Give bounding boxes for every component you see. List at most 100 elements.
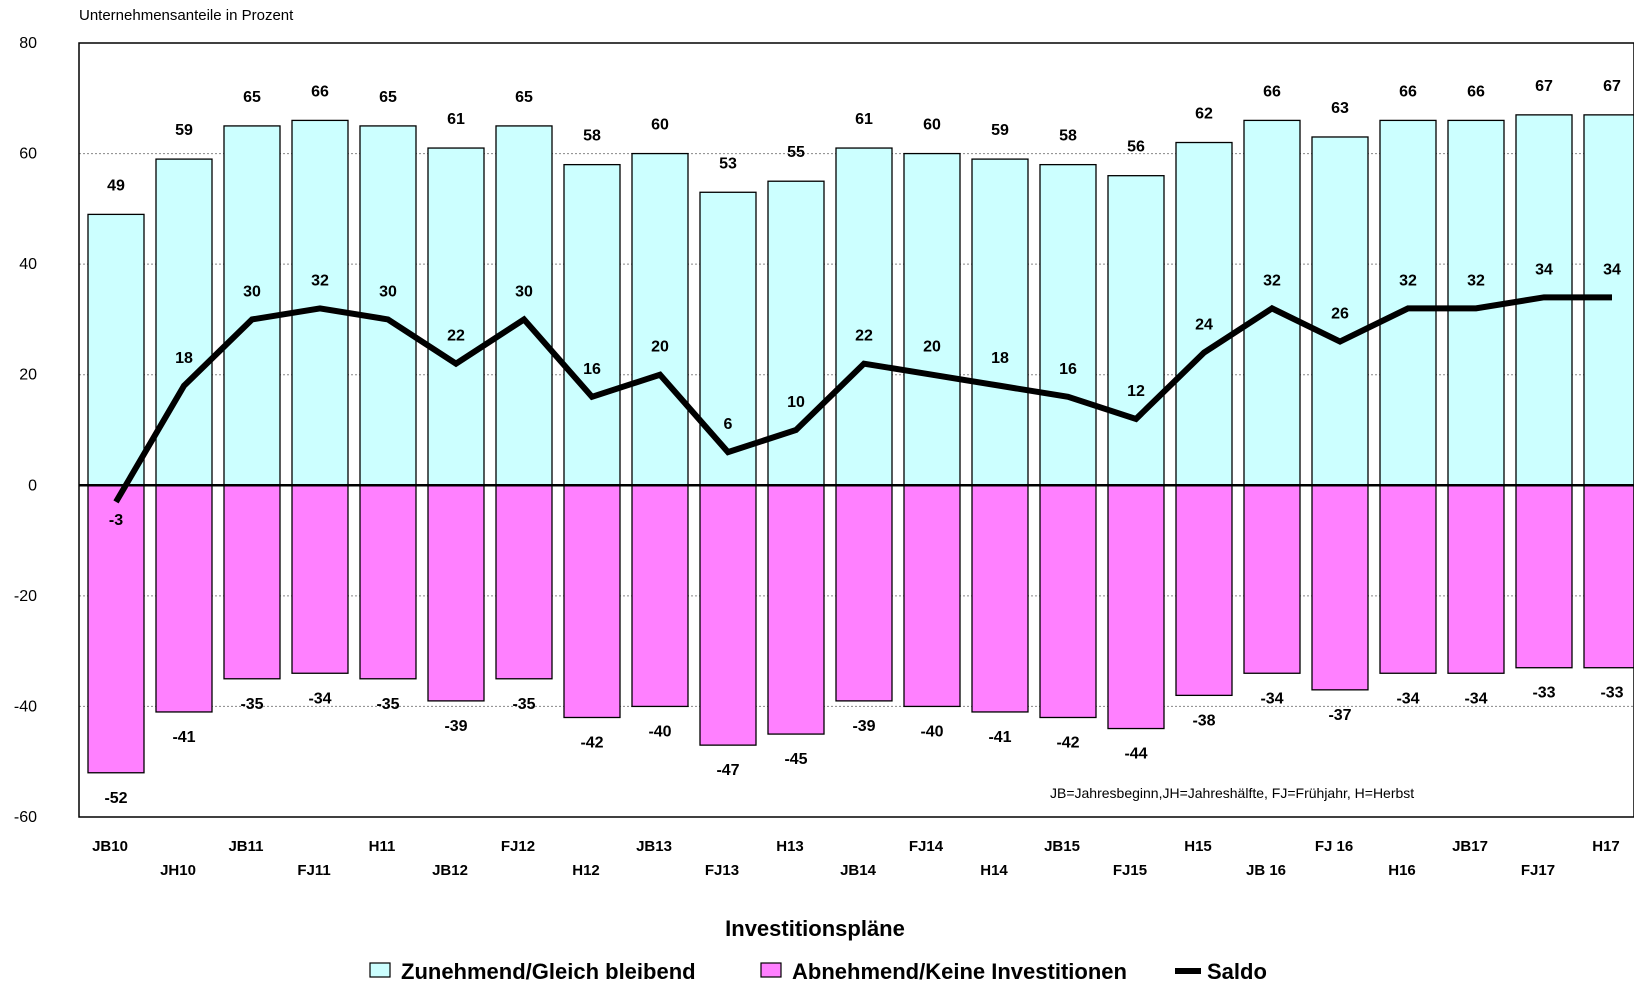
bar-negative (359, 484, 417, 680)
legend-swatch-zunehmend (369, 962, 391, 978)
x-tick-label: H17 (1592, 838, 1620, 855)
x-tick-label: FJ 16 (1315, 838, 1353, 855)
x-tick-label: JB15 (1044, 838, 1080, 855)
data-label-saldo: 22 (447, 328, 465, 345)
data-label-positive: 65 (379, 89, 397, 106)
data-label-negative: -39 (852, 718, 875, 735)
bar-positive (631, 152, 689, 486)
data-label-negative: -39 (444, 718, 467, 735)
x-axis-ticks: JB10 JH10 JB11 FJ11 H11 JB12 FJ12 H12 JB13 FJ13 H1… (92, 838, 1620, 879)
data-label-saldo: 34 (1535, 261, 1553, 278)
data-label-positive: 60 (923, 117, 941, 134)
data-label-positive: 59 (991, 122, 1009, 139)
data-label-saldo: 32 (1467, 272, 1485, 289)
data-label-positive: 56 (1127, 139, 1145, 156)
bar-positive (835, 147, 893, 486)
legend-swatch-saldo (1175, 968, 1201, 974)
bar-negative (223, 484, 281, 680)
data-label-negative: -34 (1260, 690, 1283, 707)
data-label-saldo: 32 (311, 272, 329, 289)
data-label-saldo: 32 (1263, 272, 1281, 289)
plot-frame (78, 42, 1634, 818)
y-tick-label: 40 (19, 256, 37, 273)
x-tick-label: FJ11 (297, 862, 330, 879)
data-label-negative: -47 (716, 762, 739, 779)
data-label-positive: 58 (583, 128, 601, 145)
data-label-positive: 67 (1535, 78, 1553, 95)
bar-negative (631, 484, 689, 708)
x-tick-label: H12 (572, 862, 600, 879)
bar-negative (1447, 484, 1505, 674)
data-label-negative: -41 (988, 729, 1011, 746)
y-tick-label: 0 (28, 477, 37, 494)
data-label-saldo: 30 (243, 283, 261, 300)
data-label-saldo: 30 (515, 283, 533, 300)
bar-positive (971, 158, 1029, 486)
data-label-negative: -34 (1464, 690, 1487, 707)
abbreviation-note: JB=Jahresbeginn,JH=Jahreshälfte, FJ=Früh… (1050, 785, 1414, 801)
bar-positive (155, 158, 213, 486)
data-label-saldo: 16 (1059, 361, 1077, 378)
data-label-positive: 62 (1195, 106, 1213, 123)
data-label-negative: -35 (240, 696, 263, 713)
bar-negative (1379, 484, 1437, 674)
x-tick-label: JB 16 (1246, 862, 1286, 879)
bar-positive (495, 125, 553, 486)
data-label-positive: 65 (515, 89, 533, 106)
bar-negative (1175, 484, 1233, 697)
y-tick-label: -40 (14, 698, 37, 715)
x-tick-label: FJ15 (1113, 862, 1147, 879)
data-label-positive: 61 (855, 111, 873, 128)
data-label-negative: -37 (1328, 707, 1351, 724)
bar-negative (1515, 484, 1573, 669)
data-label-positive: 67 (1603, 78, 1621, 95)
bar-negative (427, 484, 485, 702)
x-tick-label: H14 (980, 862, 1008, 879)
legend: Zunehmend/Gleich bleibend Abnehmend/Kein… (369, 959, 1267, 984)
bar-negative (495, 484, 553, 680)
data-label-saldo: -3 (109, 512, 123, 529)
data-label-negative: -33 (1600, 685, 1623, 702)
x-tick-label: JB12 (432, 862, 468, 879)
bar-negative (563, 484, 621, 719)
bar-positive (1039, 163, 1097, 486)
data-label-saldo: 32 (1399, 272, 1417, 289)
x-tick-label: JB10 (92, 838, 128, 855)
bar-negative (1311, 484, 1369, 691)
x-tick-label: JB13 (636, 838, 672, 855)
data-label-positive: 66 (1467, 83, 1485, 100)
bar-positive (291, 119, 349, 486)
data-label-saldo: 20 (651, 339, 669, 356)
bar-negative (971, 484, 1029, 713)
legend-label-zunehmend: Zunehmend/Gleich bleibend (401, 959, 696, 983)
data-label-positive: 66 (311, 83, 329, 100)
x-tick-label: JB14 (840, 862, 877, 879)
bar-positive (903, 152, 961, 486)
data-label-negative: -35 (512, 696, 535, 713)
data-label-positive: 58 (1059, 128, 1077, 145)
legend-item-zunehmend: Zunehmend/Gleich bleibend (369, 959, 696, 984)
y-tick-label: -60 (14, 809, 37, 826)
data-label-negative: -42 (1056, 734, 1079, 751)
y-tick-label: -20 (14, 588, 37, 605)
data-label-positive: 66 (1399, 83, 1417, 100)
data-label-saldo: 10 (787, 394, 805, 411)
x-tick-label: JH10 (160, 862, 196, 879)
data-label-negative: -41 (172, 729, 195, 746)
bar-positive (359, 125, 417, 486)
data-label-saldo: 18 (175, 350, 193, 367)
data-label-saldo: 16 (583, 361, 601, 378)
x-tick-label: FJ17 (1521, 862, 1555, 879)
bar-positive (767, 180, 825, 486)
y-axis-ticks: 80 60 40 20 0 -20 -40 -60 (14, 35, 37, 826)
data-label-saldo: 18 (991, 350, 1009, 367)
saldo-line-path (113, 294, 1612, 504)
data-label-negative: -45 (784, 751, 807, 768)
data-label-saldo: 12 (1127, 383, 1145, 400)
bar-negative (291, 484, 349, 674)
bar-positive (1107, 175, 1165, 486)
bar-negative (87, 484, 145, 774)
bar-negative (767, 484, 825, 735)
